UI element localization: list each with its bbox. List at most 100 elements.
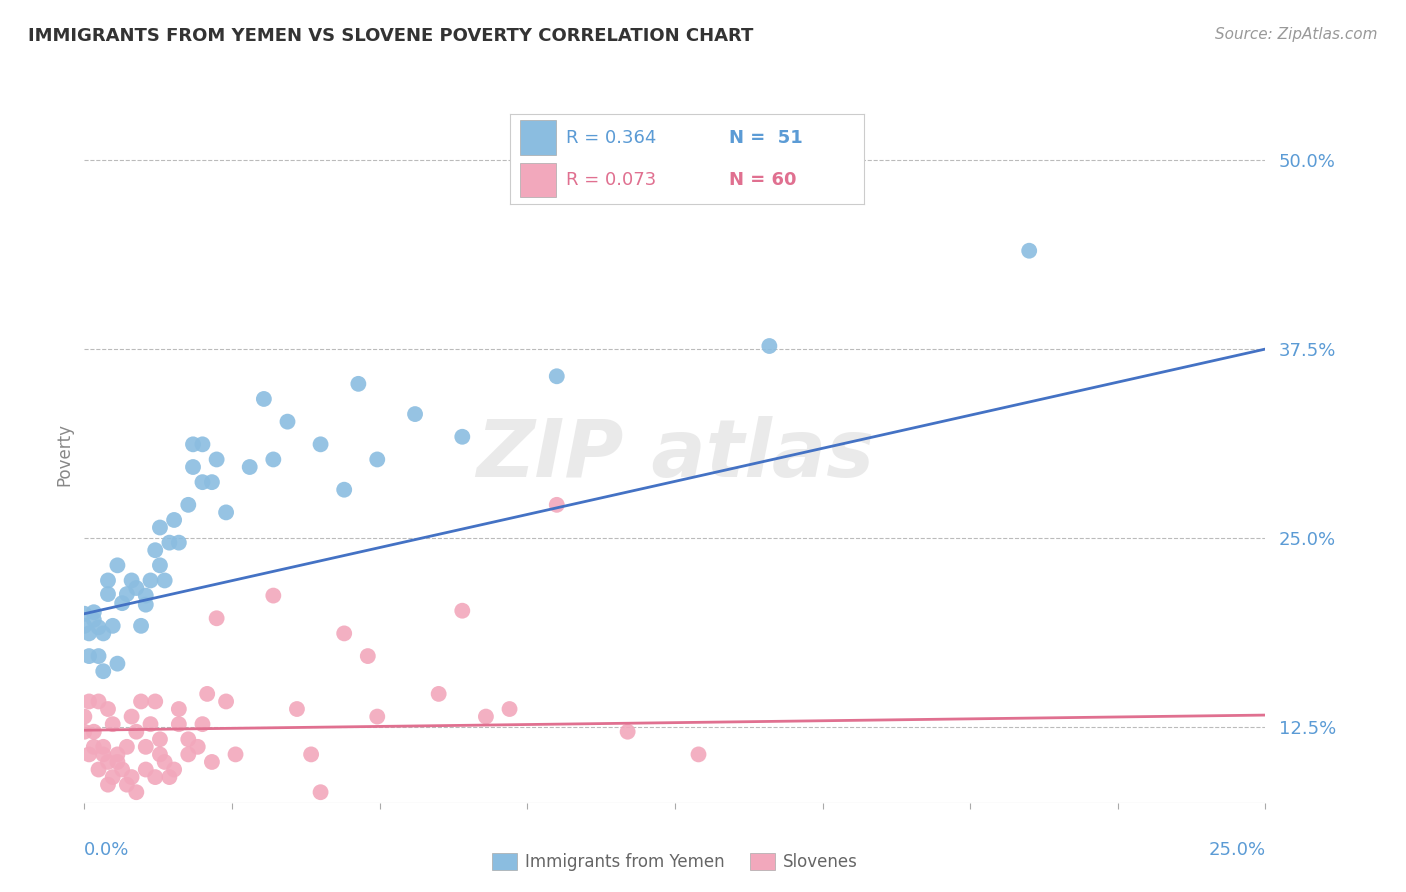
Point xyxy=(262,452,284,467)
Point xyxy=(149,732,172,747)
Point xyxy=(253,392,276,406)
Point xyxy=(111,596,134,610)
Point xyxy=(91,664,114,678)
Legend: Immigrants from Yemen, Slovenes: Immigrants from Yemen, Slovenes xyxy=(485,847,865,878)
Point xyxy=(135,739,157,754)
Point xyxy=(97,778,120,792)
Point xyxy=(91,747,114,762)
Point xyxy=(205,611,228,625)
Point xyxy=(143,694,166,708)
Point xyxy=(451,604,474,618)
Point xyxy=(191,437,214,451)
Text: 25.0%: 25.0% xyxy=(1208,840,1265,859)
Point xyxy=(404,407,426,421)
Point xyxy=(205,452,228,467)
Point xyxy=(177,498,200,512)
Point xyxy=(163,513,186,527)
Point xyxy=(177,732,200,747)
Point xyxy=(135,763,157,777)
Point xyxy=(125,581,148,595)
Point xyxy=(115,587,138,601)
Point xyxy=(201,475,224,490)
Point xyxy=(366,709,388,723)
Point xyxy=(121,770,143,784)
Point xyxy=(201,755,224,769)
Point xyxy=(143,543,166,558)
Point xyxy=(73,709,96,723)
Point xyxy=(87,649,110,664)
Point xyxy=(121,574,143,588)
Point xyxy=(73,724,96,739)
Point xyxy=(299,747,322,762)
Point xyxy=(87,694,110,708)
Point xyxy=(191,475,214,490)
Point xyxy=(97,755,120,769)
Point xyxy=(73,619,96,633)
Point xyxy=(107,747,129,762)
Point xyxy=(91,739,114,754)
Point xyxy=(688,747,710,762)
Point xyxy=(333,626,356,640)
Point xyxy=(163,763,186,777)
Point xyxy=(135,598,157,612)
Point xyxy=(153,574,176,588)
Point xyxy=(139,574,162,588)
Point xyxy=(276,415,298,429)
Point xyxy=(167,717,190,731)
Point xyxy=(366,452,388,467)
Point xyxy=(107,657,129,671)
Point xyxy=(225,747,247,762)
Point xyxy=(546,369,568,384)
Point xyxy=(115,739,138,754)
Point xyxy=(153,755,176,769)
Point xyxy=(195,687,218,701)
Text: Source: ZipAtlas.com: Source: ZipAtlas.com xyxy=(1215,27,1378,42)
Point xyxy=(107,755,129,769)
Point xyxy=(357,649,380,664)
Point xyxy=(83,605,105,619)
Y-axis label: Poverty: Poverty xyxy=(55,424,73,486)
Point xyxy=(157,770,180,784)
Point xyxy=(107,558,129,573)
Point xyxy=(77,747,100,762)
Point xyxy=(427,687,450,701)
Point xyxy=(87,763,110,777)
Point xyxy=(143,770,166,784)
Point xyxy=(475,709,498,723)
Point xyxy=(91,626,114,640)
Point xyxy=(83,724,105,739)
Point xyxy=(333,483,356,497)
Point xyxy=(347,376,370,391)
Point xyxy=(309,785,332,799)
Point xyxy=(83,739,105,754)
Text: IMMIGRANTS FROM YEMEN VS SLOVENE POVERTY CORRELATION CHART: IMMIGRANTS FROM YEMEN VS SLOVENE POVERTY… xyxy=(28,27,754,45)
Point xyxy=(1018,244,1040,258)
Point xyxy=(309,437,332,451)
Point xyxy=(97,587,120,601)
Point xyxy=(83,613,105,627)
Point xyxy=(167,535,190,549)
Point xyxy=(498,702,520,716)
Point xyxy=(77,649,100,664)
Point xyxy=(73,607,96,621)
Point xyxy=(115,778,138,792)
Point xyxy=(77,694,100,708)
Point xyxy=(129,694,152,708)
Point xyxy=(177,747,200,762)
Point xyxy=(97,702,120,716)
Point xyxy=(149,558,172,573)
Point xyxy=(157,535,180,549)
Point xyxy=(181,460,204,475)
Text: 0.0%: 0.0% xyxy=(84,840,129,859)
Point xyxy=(215,505,238,519)
Point xyxy=(451,430,474,444)
Point xyxy=(129,619,152,633)
Point xyxy=(616,724,638,739)
Point xyxy=(87,620,110,634)
Point xyxy=(262,589,284,603)
Point xyxy=(77,626,100,640)
Point xyxy=(125,785,148,799)
Point xyxy=(191,717,214,731)
Point xyxy=(139,717,162,731)
Point xyxy=(101,717,124,731)
